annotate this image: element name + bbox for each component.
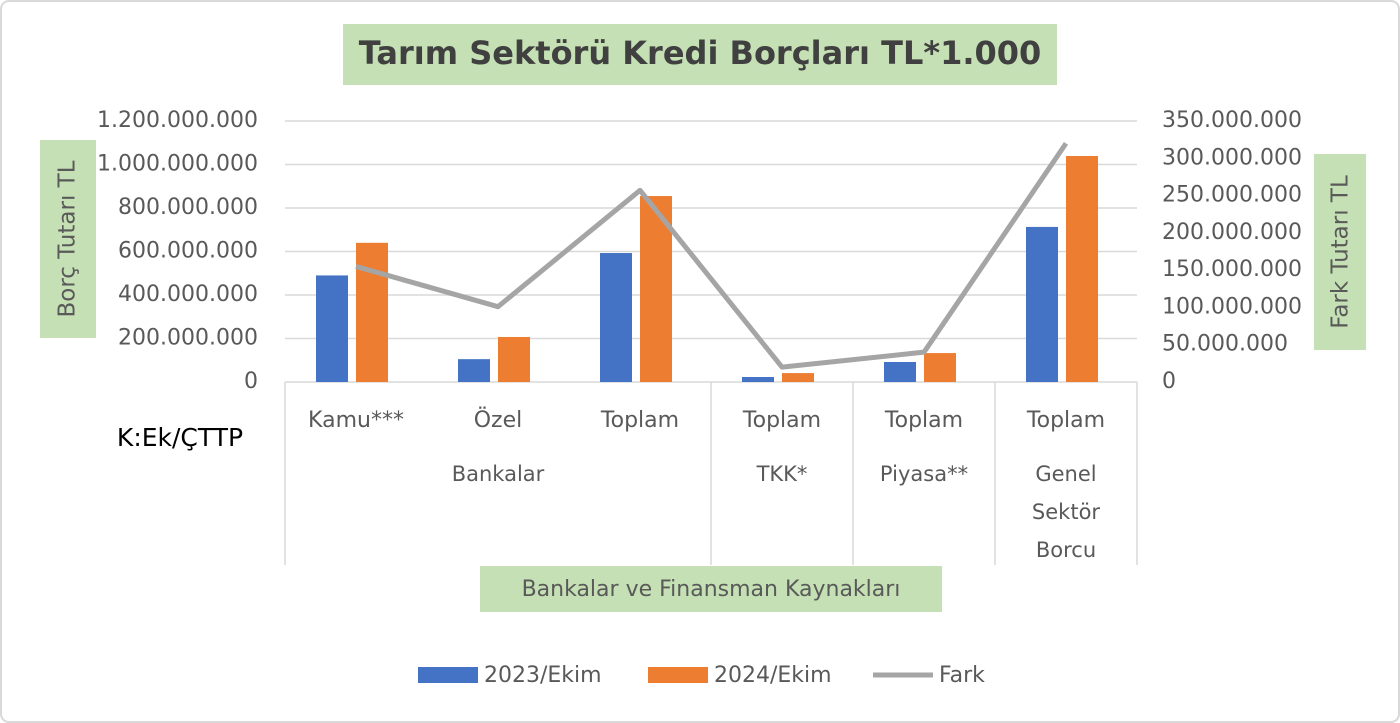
y2-tick-label: 200.000.000 <box>1162 220 1302 245</box>
legend-label: 2024/Ekim <box>714 663 832 688</box>
y2-tick-label: 300.000.000 <box>1162 145 1302 170</box>
bar <box>458 359 490 382</box>
bar <box>600 253 632 382</box>
group-label: Piyasa** <box>879 462 969 486</box>
x-tick-label: Özel <box>474 407 523 433</box>
title-bg <box>343 24 1057 85</box>
bar <box>498 336 530 382</box>
x-tick-label: Toplam <box>884 408 963 433</box>
bar <box>924 353 956 382</box>
chart-title: Tarım Sektörü Kredi Borçları TL*1.000 <box>359 34 1042 72</box>
y-tick-label: 1.200.000.000 <box>97 108 258 133</box>
legend-label: 2023/Ekim <box>484 663 602 688</box>
y-tick-label: 200.000.000 <box>118 326 258 351</box>
annotation: K:Ek/ÇTTP <box>117 423 243 452</box>
bar <box>884 361 916 382</box>
y2-tick-label: 50.000.000 <box>1162 332 1288 357</box>
y2-tick-label: 100.000.000 <box>1162 294 1302 319</box>
bar <box>1026 226 1058 382</box>
y2-tick-label: 250.000.000 <box>1162 183 1302 208</box>
x-axis-title: Bankalar ve Finansman Kaynakları <box>522 577 901 602</box>
legend-label: Fark <box>939 663 985 688</box>
group-label: Bankalar <box>451 462 545 486</box>
y2-tick-label: 150.000.000 <box>1162 257 1302 282</box>
bar <box>782 373 814 382</box>
bar <box>742 376 774 382</box>
group-label: Genel Sektör Borcu <box>1031 462 1101 562</box>
y2-title-bg <box>1314 154 1366 350</box>
y-tick-label: 400.000.000 <box>118 282 258 307</box>
x-tick-label: Toplam <box>742 408 821 433</box>
y-tick-label: 1.000.000.000 <box>97 152 258 177</box>
bar <box>356 242 388 382</box>
bar <box>316 275 348 382</box>
y-title-bg <box>40 140 96 338</box>
bar <box>1066 156 1098 382</box>
legend-swatch <box>648 667 708 683</box>
y-axis-title: Borç Tutarı TL <box>55 160 81 317</box>
group-label: TKK* <box>756 462 808 486</box>
x-tick-label: Toplam <box>600 408 679 433</box>
y-tick-label: 800.000.000 <box>118 195 258 220</box>
y2-tick-label: 350.000.000 <box>1162 108 1302 133</box>
x-title-bg <box>480 566 942 612</box>
x-tick-label: Toplam <box>1026 408 1105 433</box>
y2-axis-title: Fark Tutarı TL <box>1328 175 1354 329</box>
y2-tick-label: 0 <box>1162 369 1176 394</box>
legend-swatch <box>418 667 478 683</box>
x-tick-label: Kamu*** <box>308 408 404 433</box>
line <box>355 141 1069 370</box>
y-tick-label: 600.000.000 <box>118 239 258 264</box>
y-tick-label: 0 <box>244 369 258 394</box>
